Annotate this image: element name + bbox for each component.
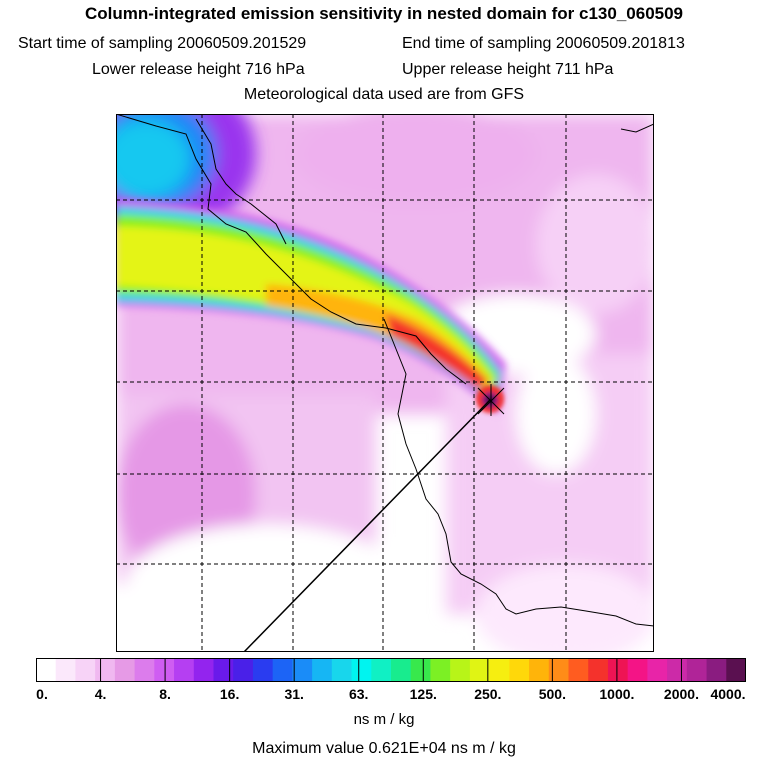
upper-height-label: Upper release height 711 hPa bbox=[402, 61, 614, 78]
colorbar-cell bbox=[292, 658, 313, 682]
end-time-label: End time of sampling 20060509.201813 bbox=[402, 35, 685, 52]
colorbar bbox=[36, 658, 746, 682]
colorbar-cell bbox=[450, 658, 471, 682]
colorbar-cell bbox=[391, 658, 412, 682]
colorbar-cell bbox=[272, 658, 293, 682]
colorbar-cell bbox=[410, 658, 432, 682]
colorbar-frame bbox=[36, 658, 746, 682]
colorbar-cell bbox=[134, 658, 155, 682]
colorbar-cell bbox=[489, 658, 510, 682]
colorbar-cell bbox=[154, 658, 175, 682]
colorbar-tick-label: 1000. bbox=[599, 686, 635, 702]
maximum-value-label: Maximum value 0.621E+04 ns m / kg bbox=[252, 740, 516, 757]
colorbar-tick-label: 4. bbox=[94, 686, 107, 702]
colorbar-cell bbox=[95, 658, 116, 682]
colorbar-cell bbox=[568, 658, 589, 682]
colorbar-cell bbox=[509, 658, 530, 682]
colorbar-cell bbox=[193, 658, 215, 682]
met-data-label: Meteorological data used are from GFS bbox=[243, 86, 525, 103]
colorbar-unit: ns m / kg bbox=[353, 711, 415, 728]
background-sensitivity-field bbox=[116, 114, 654, 652]
colorbar-cell bbox=[548, 658, 570, 682]
colorbar-cell bbox=[588, 658, 609, 682]
sensitivity-map bbox=[116, 114, 654, 652]
colorbar-cell bbox=[331, 658, 353, 682]
colorbar-cell bbox=[647, 658, 668, 682]
colorbar-tick-label: 4000. bbox=[710, 686, 746, 702]
colorbar-tick-label: 63. bbox=[348, 686, 369, 702]
lower-height-label: Lower release height 716 hPa bbox=[92, 61, 305, 78]
colorbar-cell bbox=[75, 658, 96, 682]
colorbar-cell bbox=[706, 658, 727, 682]
colorbar-cell bbox=[726, 658, 746, 682]
colorbar-cell bbox=[371, 658, 392, 682]
coastlines bbox=[116, 114, 654, 627]
graticule bbox=[116, 114, 654, 652]
colorbar-cell bbox=[174, 658, 195, 682]
colorbar-cell bbox=[114, 658, 136, 682]
colorbar-cell bbox=[213, 658, 234, 682]
plume bbox=[116, 199, 506, 414]
colorbar-cell bbox=[351, 658, 372, 682]
colorbar-tick-label: 16. bbox=[219, 686, 240, 702]
colorbar-cell bbox=[252, 658, 274, 682]
receptor-core bbox=[476, 385, 504, 413]
colorbar-tick-label: 125. bbox=[409, 686, 437, 702]
colorbar-cell bbox=[627, 658, 648, 682]
colorbar-cells bbox=[36, 658, 746, 682]
colorbar-tick-label: 250. bbox=[474, 686, 502, 702]
colorbar-cell bbox=[233, 658, 254, 682]
colorbar-tick-label: 8. bbox=[159, 686, 171, 702]
colorbar-tick-label: 2000. bbox=[663, 686, 699, 702]
colorbar-cell bbox=[607, 658, 629, 682]
colorbar-cell bbox=[55, 658, 77, 682]
colorbar-tick-label: 31. bbox=[284, 686, 304, 702]
colorbar-cell bbox=[36, 658, 57, 682]
flight-track bbox=[243, 399, 491, 652]
start-time-label: Start time of sampling 20060509.201529 bbox=[18, 35, 307, 52]
map-frame bbox=[116, 114, 654, 652]
colorbar-cell bbox=[667, 658, 688, 682]
colorbar-tick-label: 500. bbox=[538, 686, 566, 702]
colorbar-cell bbox=[312, 658, 333, 682]
colorbar-cell bbox=[529, 658, 550, 682]
colorbar-cell bbox=[469, 658, 491, 682]
colorbar-cell bbox=[686, 658, 708, 682]
plot-title: Column-integrated emission sensitivity i… bbox=[84, 4, 684, 23]
colorbar-tick-label: 0. bbox=[36, 686, 48, 702]
receptor-marker bbox=[477, 384, 505, 416]
colorbar-cell bbox=[430, 658, 451, 682]
